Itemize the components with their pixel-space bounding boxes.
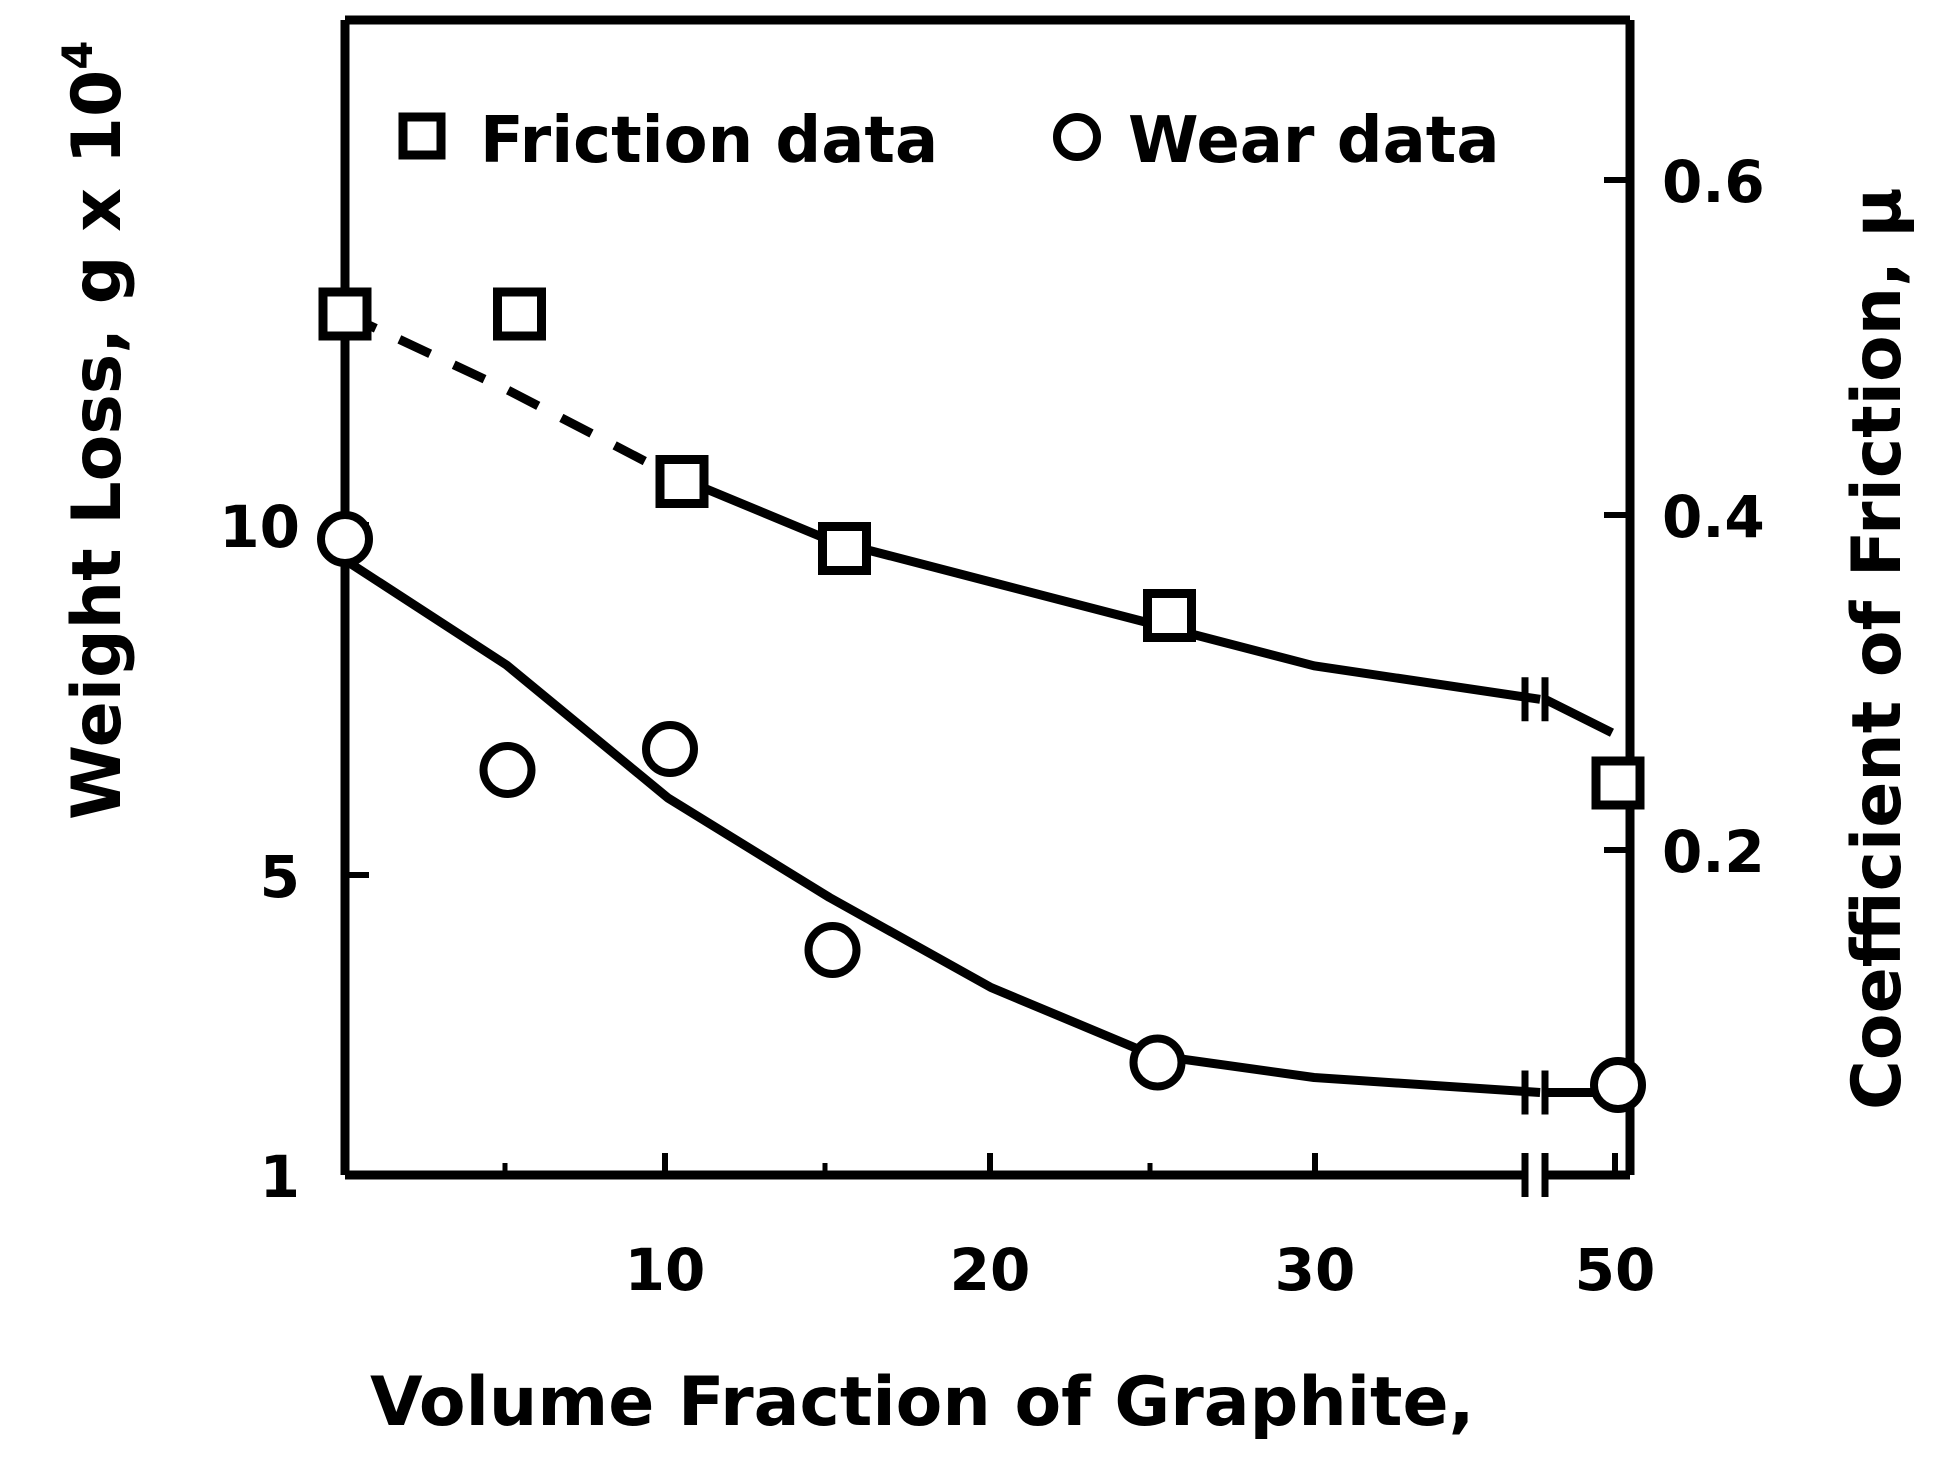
data-points (317, 287, 1646, 1113)
friction-data-point (318, 287, 372, 341)
x-tick-label: 50 (1575, 1236, 1656, 1304)
y-left-tick-label: 1 (260, 1143, 300, 1211)
y-right-tick-label: 0.2 (1662, 818, 1765, 886)
wear-data-point (1590, 1057, 1646, 1113)
axis-ticks: 10 20 30 50 1 5 10 0.2 0.4 0.6 (219, 148, 1764, 1304)
x-tick-label: 10 (625, 1236, 706, 1304)
legend-label-friction: Friction data (480, 104, 938, 178)
fit-curve (342, 556, 1541, 1097)
fit-curve (666, 468, 1541, 704)
wear-data-point (804, 922, 861, 978)
y-right-tick-label: 0.4 (1662, 483, 1765, 551)
legend-label-wear: Wear data (1128, 104, 1500, 178)
friction-data-point (818, 522, 871, 575)
plot-frame (340, 15, 1635, 1197)
fit-curves (342, 309, 1615, 1115)
y-right-tick-label: 0.6 (1662, 148, 1765, 216)
friction-data-point (1591, 756, 1645, 810)
friction-data-point (655, 455, 709, 508)
y-right-axis-title: Coefficient of Friction, μ (1838, 187, 1917, 1110)
y-right-axis-label: Coefficient of Friction, μ (1838, 187, 1917, 1110)
friction-data-point (1143, 589, 1196, 642)
legend-square-marker (398, 112, 446, 160)
y-left-axis-title: Weight Loss, g x 104 (53, 40, 137, 820)
y-left-axis-label-text: Weight Loss, g x 10 (58, 70, 137, 820)
wear-data-point (1129, 1034, 1186, 1091)
friction-data-point (493, 287, 546, 341)
wear-data-point (317, 511, 373, 567)
legend-circle-marker (1053, 113, 1101, 161)
x-axis-label: Volume Fraction of Graphite, (370, 1363, 1475, 1442)
wear-data-point (479, 742, 536, 798)
fit-curve-after-break (1542, 695, 1615, 737)
wear-data-point (642, 721, 698, 777)
y-left-axis-label: Weight Loss, g x 104 (53, 40, 137, 820)
y-left-tick-label: 5 (260, 843, 300, 911)
x-tick-label: 30 (1275, 1236, 1356, 1304)
legend: Friction data Wear data (398, 104, 1500, 178)
x-tick-label: 20 (950, 1236, 1031, 1304)
y-left-axis-exponent: 4 (53, 40, 102, 69)
y-left-tick-label: 10 (219, 493, 300, 561)
